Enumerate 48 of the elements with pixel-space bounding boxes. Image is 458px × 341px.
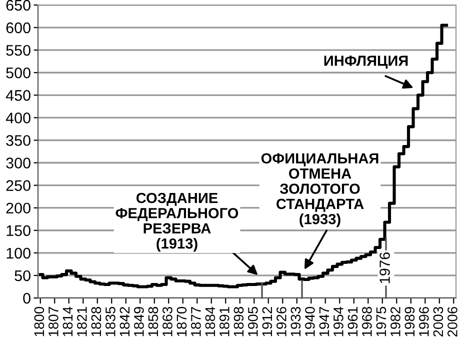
x-tick-label: 2003	[433, 306, 444, 337]
x-tick-label: 1933	[290, 306, 301, 336]
x-tick-label: 1870	[176, 306, 187, 336]
x-tick-label: 1926	[276, 306, 286, 336]
annotation: СОЗДАНИЕ ФЕДЕРАЛЬНОГО РЕЗЕРВА (1913)	[116, 192, 238, 252]
x-tick-label: 1821	[77, 307, 87, 336]
x-tick-label: 1996	[419, 306, 429, 336]
y-tick-label: 50	[14, 270, 30, 282]
x-tick-label: 1982	[390, 307, 400, 336]
x-tick-label: 1975	[376, 306, 386, 336]
annotation: ИНФЛЯЦИЯ	[324, 56, 408, 69]
x-tick-label: 1863	[162, 306, 172, 336]
x-tick-label: 1968	[362, 306, 372, 336]
x-tick-label: 1858	[148, 306, 158, 336]
y-tick-label: 600	[6, 22, 30, 34]
x-tick-label: 1828	[91, 306, 102, 336]
x-tick-label: 1842	[120, 307, 130, 336]
y-tick-label: 650	[6, 0, 30, 11]
x-tick-label: 1884	[205, 306, 216, 336]
x-tick-label: 1905	[248, 306, 258, 336]
annotation: 1976	[380, 252, 390, 284]
y-tick-label: 500	[6, 67, 30, 78]
x-tick-label: 1940	[305, 306, 315, 336]
y-tick-label: 350	[6, 135, 30, 146]
y-tick-label: 450	[6, 90, 30, 101]
y-tick-label: 200	[6, 202, 30, 214]
x-tick-label: 1989	[404, 306, 415, 336]
x-tick-label: 1961	[348, 307, 358, 336]
y-tick-label: 0	[23, 292, 30, 304]
x-tick-label: 1849	[134, 306, 144, 336]
annotation: ОФИЦИАЛЬНАЯ ОТМЕНА ЗОЛОТОГО СТАНДАРТА (1933)	[261, 153, 378, 228]
y-tick-label: 150	[6, 225, 30, 236]
x-tick-label: 1891	[220, 307, 230, 336]
x-tick-label: 1814	[62, 306, 73, 336]
x-tick-label: 1807	[48, 307, 58, 336]
x-tick-label: 1835	[106, 306, 116, 336]
y-tick-label: 550	[6, 44, 30, 56]
y-tick-label: 300	[6, 158, 30, 168]
y-tick-label: 400	[6, 112, 30, 124]
y-tick-label: 250	[6, 180, 30, 191]
x-tick-label: 1898	[234, 306, 244, 336]
x-tick-label: 1800	[34, 306, 44, 336]
x-tick-label: 1877	[191, 307, 201, 336]
y-tick-label: 100	[6, 248, 30, 259]
x-tick-label: 2006	[448, 306, 458, 337]
x-tick-label: 1912	[262, 307, 272, 336]
x-tick-label: 1947	[319, 307, 330, 336]
x-tick-label: 1954	[334, 306, 344, 336]
